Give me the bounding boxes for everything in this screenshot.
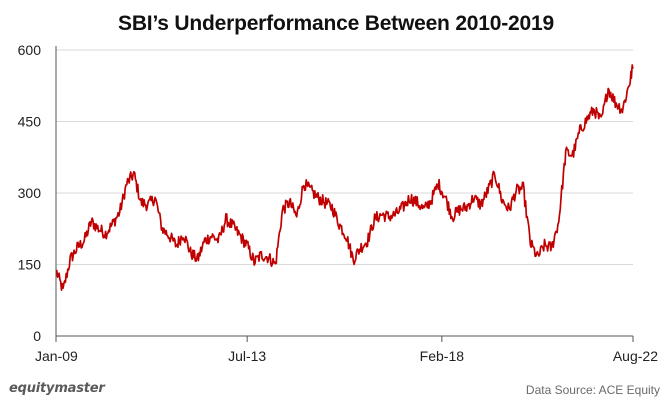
x-tick-label-Jan-09: Jan-09 [35, 348, 78, 364]
y-tick-label-450: 450 [18, 114, 42, 130]
y-tick-label-300: 300 [18, 185, 42, 201]
chart-title: SBI’s Underperformance Between 2010-2019 [118, 12, 554, 35]
x-tick-label-Feb-18: Feb-18 [420, 348, 465, 364]
x-tick-label-Aug-22: Aug-22 [613, 348, 658, 364]
tick-labels: 0 150 300 450 600 Jan-09 Jul-13 Feb-18 Aug-22 [18, 42, 659, 364]
gridlines [56, 49, 633, 265]
data-source-note: Data Source: ACE Equity [525, 383, 660, 397]
y-tick-label-0: 0 [33, 328, 41, 344]
y-tick-label-600: 600 [18, 42, 42, 58]
axes [55, 46, 634, 342]
y-tick-label-150: 150 [18, 257, 42, 273]
series-line [55, 64, 634, 292]
x-tick-label-Jul-13: Jul-13 [228, 348, 266, 364]
series-layer [55, 64, 634, 292]
brand-logo-text: equitymaster [9, 381, 105, 396]
